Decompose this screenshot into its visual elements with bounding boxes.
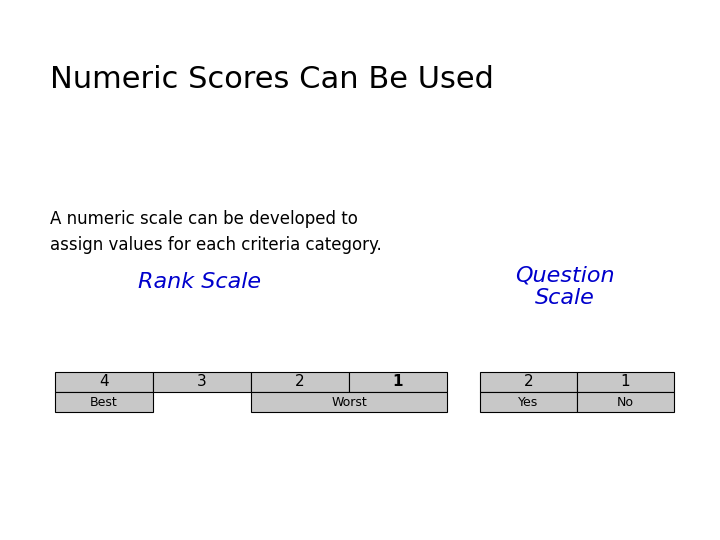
Text: 2: 2: [295, 375, 305, 389]
Text: Rank Scale: Rank Scale: [138, 272, 261, 292]
FancyBboxPatch shape: [251, 392, 447, 412]
Text: 1: 1: [621, 375, 630, 389]
Text: 2: 2: [523, 375, 534, 389]
FancyBboxPatch shape: [349, 372, 447, 392]
FancyBboxPatch shape: [577, 372, 674, 392]
FancyBboxPatch shape: [480, 372, 577, 392]
FancyBboxPatch shape: [153, 372, 251, 392]
Text: Numeric Scores Can Be Used: Numeric Scores Can Be Used: [50, 65, 494, 94]
Text: Best: Best: [90, 395, 118, 408]
FancyBboxPatch shape: [55, 392, 153, 412]
FancyBboxPatch shape: [577, 392, 674, 412]
FancyBboxPatch shape: [55, 372, 153, 392]
Text: 4: 4: [99, 375, 109, 389]
Text: A numeric scale can be developed to
assign values for each criteria category.: A numeric scale can be developed to assi…: [50, 210, 382, 254]
Text: Worst: Worst: [331, 395, 367, 408]
Text: 3: 3: [197, 375, 207, 389]
Text: No: No: [617, 395, 634, 408]
FancyBboxPatch shape: [480, 392, 577, 412]
Text: Yes: Yes: [518, 395, 539, 408]
Text: 1: 1: [392, 375, 403, 389]
FancyBboxPatch shape: [251, 372, 349, 392]
Text: Question
Scale: Question Scale: [516, 265, 615, 308]
